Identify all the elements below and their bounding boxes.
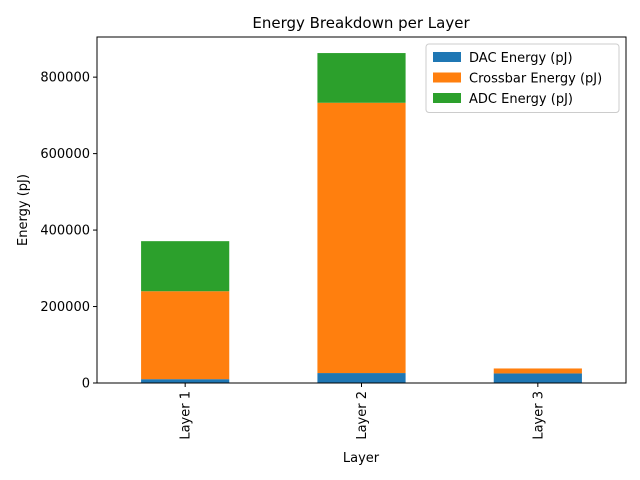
legend-label: ADC Energy (pJ) [469, 92, 573, 107]
legend-swatch [433, 72, 461, 83]
y-tick-label: 200000 [40, 300, 90, 315]
x-tick-label: Layer 3 [531, 391, 546, 440]
bar-3-series-2 [493, 368, 582, 374]
x-axis-label: Layer [343, 451, 380, 466]
bar-3-series-1 [493, 373, 582, 383]
bar-2-series-3 [317, 53, 406, 103]
legend-label: Crossbar Energy (pJ) [469, 72, 602, 87]
y-ticks-group: 0 200000 400000 600000 800000 [40, 71, 97, 392]
y-tick-label: 400000 [40, 224, 90, 239]
y-tick-label: 600000 [40, 147, 90, 162]
plot-frame [96, 36, 627, 384]
y-tick-label: 0 [82, 377, 90, 392]
chart-title: Energy Breakdown per Layer [252, 14, 470, 32]
x-tick-label: Layer 1 [179, 391, 194, 440]
bar-2-series-2 [317, 102, 406, 374]
bar-1-series-2 [141, 291, 230, 380]
y-axis-label: Energy (pJ) [16, 174, 31, 246]
bar-2-series-1 [317, 373, 406, 383]
x-ticks-group: Layer 1 Layer 2 Layer 3 [179, 383, 546, 440]
legend-swatch [433, 93, 461, 103]
legend-label: DAC Energy (pJ) [469, 51, 573, 66]
y-tick-label: 800000 [40, 71, 90, 86]
bar-1-series-3 [141, 241, 230, 292]
bar-1-series-1 [141, 379, 230, 383]
legend-swatch [433, 52, 461, 62]
legend: DAC Energy (pJ) Crossbar Energy (pJ) ADC E… [425, 43, 620, 113]
legend-box [425, 43, 620, 113]
x-tick-label: Layer 2 [355, 391, 370, 440]
bars-group [141, 53, 582, 383]
